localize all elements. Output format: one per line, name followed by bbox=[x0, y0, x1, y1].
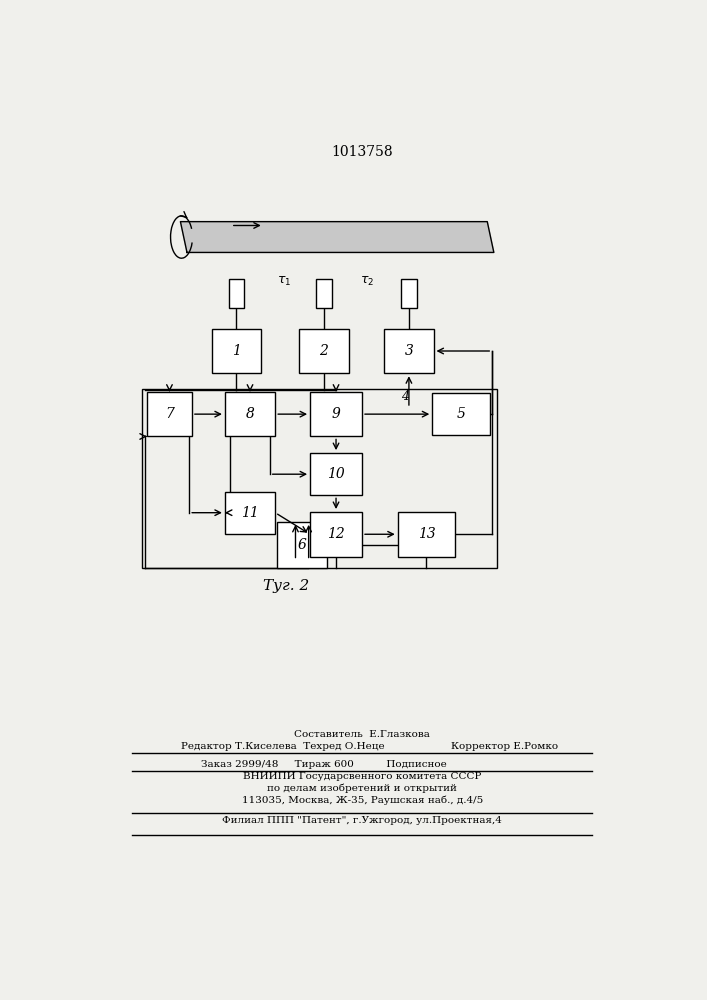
Text: 9: 9 bbox=[332, 407, 341, 421]
Bar bbox=[225, 492, 275, 534]
Bar bbox=[432, 393, 490, 435]
Text: 113035, Москва, Ж-35, Раушская наб., д.4/5: 113035, Москва, Ж-35, Раушская наб., д.4… bbox=[242, 796, 483, 805]
Text: 4: 4 bbox=[401, 390, 409, 403]
Text: 1013758: 1013758 bbox=[332, 145, 393, 159]
Text: $\tau_1$: $\tau_1$ bbox=[277, 275, 292, 288]
Text: 13: 13 bbox=[418, 527, 436, 541]
Bar bbox=[310, 512, 362, 557]
Text: по делам изобретений и открытий: по делам изобретений и открытий bbox=[267, 784, 457, 793]
Text: 2: 2 bbox=[320, 344, 329, 358]
Bar bbox=[147, 392, 192, 436]
Bar bbox=[316, 279, 332, 308]
Bar bbox=[402, 279, 416, 308]
Bar bbox=[225, 392, 275, 436]
Text: ВНИИПИ Государсвенного комитета СССР: ВНИИПИ Государсвенного комитета СССР bbox=[243, 772, 481, 781]
Bar bbox=[299, 329, 349, 373]
Text: 12: 12 bbox=[327, 527, 345, 541]
Text: Τуг. 2: Τуг. 2 bbox=[262, 579, 309, 593]
Polygon shape bbox=[180, 222, 494, 252]
Bar bbox=[228, 279, 244, 308]
Bar bbox=[385, 329, 433, 373]
Bar bbox=[310, 453, 362, 495]
Bar bbox=[310, 392, 362, 436]
Text: Редактор Т.Киселева  Техред О.Неце: Редактор Т.Киселева Техред О.Неце bbox=[181, 742, 385, 751]
Text: Составитель  Е.Глазкова: Составитель Е.Глазкова bbox=[294, 730, 431, 739]
Text: 6: 6 bbox=[298, 538, 307, 552]
Text: Корректор Е.Ромко: Корректор Е.Ромко bbox=[451, 742, 559, 751]
Text: 10: 10 bbox=[327, 467, 345, 481]
Text: Заказ 2999/48     Тираж 600          Подписное: Заказ 2999/48 Тираж 600 Подписное bbox=[201, 760, 447, 769]
Text: 8: 8 bbox=[245, 407, 255, 421]
Text: 1: 1 bbox=[232, 344, 241, 358]
Bar bbox=[277, 522, 327, 568]
Text: $\tau_2$: $\tau_2$ bbox=[360, 275, 374, 288]
Text: 11: 11 bbox=[241, 506, 259, 520]
Text: 5: 5 bbox=[457, 407, 465, 421]
Bar bbox=[211, 329, 261, 373]
Bar bbox=[142, 389, 496, 568]
Bar bbox=[397, 512, 455, 557]
Text: 7: 7 bbox=[165, 407, 174, 421]
Text: 3: 3 bbox=[404, 344, 414, 358]
Text: Филиал ППП "Патент", г.Ужгород, ул.Проектная,4: Филиал ППП "Патент", г.Ужгород, ул.Проек… bbox=[223, 816, 502, 825]
